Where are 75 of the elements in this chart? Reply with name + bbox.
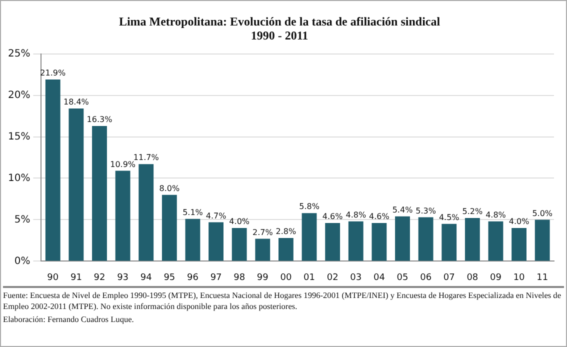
data-label: 4.7% bbox=[206, 211, 227, 220]
bar bbox=[45, 80, 60, 261]
x-tick-label: 09 bbox=[490, 272, 502, 283]
bar bbox=[442, 224, 457, 261]
x-tick-label: 93 bbox=[117, 272, 129, 283]
source-note: Fuente: Encuesta de Nivel de Empleo 1990-1995 (MTPE), Encuesta Nacional de Hogares 1996-2001 (MTPE/INEI) y Encuesta de Hogares Especializada en Niveles de Empleo 2002-2011 (MTPE). No existe información disponible para los años posteriores. bbox=[3, 290, 562, 312]
bar bbox=[138, 164, 154, 261]
x-tick-label: 94 bbox=[140, 272, 152, 283]
x-tick-label: 07 bbox=[443, 272, 455, 283]
x-tick-label: 05 bbox=[396, 272, 408, 283]
x-tick-label: 98 bbox=[234, 272, 246, 283]
bar bbox=[534, 220, 550, 261]
bar bbox=[418, 217, 434, 261]
text: Elaboración: Fernando Cuadros Luque. bbox=[3, 314, 135, 325]
bar bbox=[278, 238, 294, 261]
x-tick-label: 02 bbox=[326, 272, 338, 283]
data-label: 5.1% bbox=[182, 208, 204, 217]
data-label: 10.9% bbox=[110, 160, 136, 169]
data-label: 5.8% bbox=[299, 202, 320, 212]
data-label: 18.4% bbox=[63, 98, 90, 107]
x-tick-label: 91 bbox=[70, 272, 82, 283]
y-tick-label: 5% bbox=[14, 214, 30, 226]
bar bbox=[162, 194, 177, 261]
data-label: 4.8% bbox=[346, 210, 366, 220]
data-label: 4.6% bbox=[369, 212, 390, 222]
x-tick-label: 00 bbox=[280, 272, 292, 283]
data-label: 5.0% bbox=[532, 208, 553, 218]
data-label: 11.7% bbox=[133, 153, 160, 162]
bar bbox=[325, 223, 340, 261]
bar bbox=[488, 221, 504, 261]
y-tick-label: 25% bbox=[8, 48, 30, 60]
bar bbox=[185, 218, 200, 261]
data-label: 4.5% bbox=[438, 212, 460, 222]
data-label: 5.4% bbox=[392, 205, 414, 214]
x-tick-label: 03 bbox=[350, 272, 362, 283]
bar bbox=[372, 223, 387, 261]
data-label: 5.3% bbox=[416, 206, 436, 216]
data-label: 21.9% bbox=[40, 68, 66, 78]
x-tick-label: 97 bbox=[210, 272, 222, 283]
bar bbox=[512, 228, 526, 261]
chart-title: Lima Metropolitana: Evolución de la tasa de afiliación sindical 1990 - 2011 bbox=[118, 14, 441, 43]
y-tick-label: 10% bbox=[8, 172, 30, 184]
y-tick-label: 15% bbox=[8, 131, 30, 142]
bar bbox=[92, 126, 107, 261]
x-tick-label: 04 bbox=[373, 272, 386, 283]
data-label: 8.0% bbox=[159, 184, 180, 193]
data-label: 2.7% bbox=[252, 228, 274, 237]
x-tick-label: 01 bbox=[304, 272, 315, 283]
bar bbox=[255, 238, 270, 261]
x-tick-label: 99 bbox=[256, 272, 269, 283]
data-label: 2.8% bbox=[276, 227, 297, 236]
data-label: 4.0% bbox=[508, 217, 530, 226]
x-tick-label: 10 bbox=[513, 272, 526, 283]
bar bbox=[302, 213, 317, 261]
y-tick-label: 0% bbox=[14, 256, 30, 267]
x-tick-label: 95 bbox=[164, 272, 176, 283]
bar bbox=[395, 216, 410, 261]
x-tick-label: 90 bbox=[47, 272, 59, 283]
bar bbox=[348, 221, 364, 261]
x-tick-label: 06 bbox=[420, 272, 432, 283]
bar bbox=[68, 108, 84, 261]
bar bbox=[464, 218, 480, 261]
y-tick-label: 20% bbox=[8, 90, 30, 101]
bar bbox=[208, 222, 224, 261]
x-tick-label: 92 bbox=[94, 272, 106, 283]
x-tick-label: 08 bbox=[466, 272, 478, 283]
data-label: 4.8% bbox=[486, 210, 506, 220]
data-label: 16.3% bbox=[86, 115, 113, 124]
bar bbox=[115, 170, 130, 261]
bar bbox=[232, 228, 247, 261]
data-label: 4.0% bbox=[229, 217, 250, 226]
data-label: 4.6% bbox=[322, 212, 344, 222]
x-tick-label: 11 bbox=[536, 272, 548, 283]
x-tick-label: 96 bbox=[187, 272, 199, 283]
data-label: 5.2% bbox=[462, 207, 483, 216]
